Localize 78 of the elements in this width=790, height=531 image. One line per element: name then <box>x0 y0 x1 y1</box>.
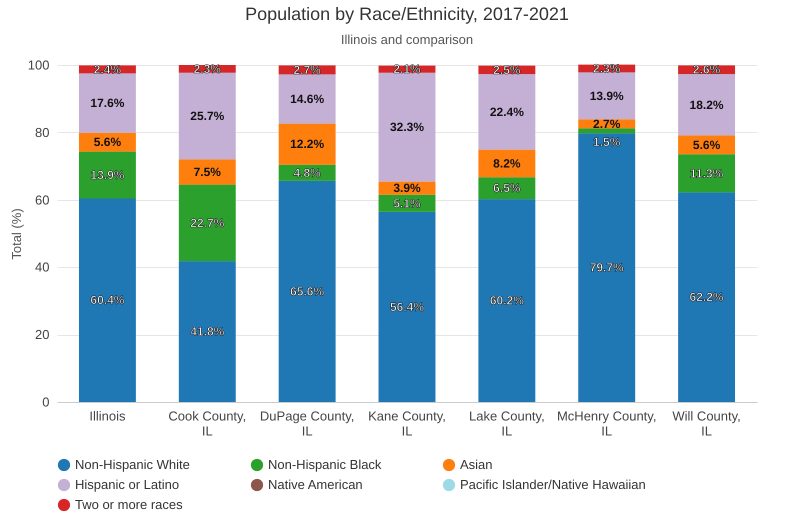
bar <box>278 74 336 124</box>
bar <box>678 154 736 192</box>
x-tick-label: Illinois <box>89 408 126 424</box>
data-label: 2.1% <box>393 62 421 76</box>
x-tick-label: McHenry County, IL <box>556 408 656 438</box>
legend-label: Non-Hispanic Black <box>268 457 382 472</box>
data-label: 6.5% <box>493 181 521 196</box>
data-label: 17.6% <box>90 96 125 110</box>
data-label: 62.2% <box>690 290 724 304</box>
x-tick-label: Will County, IL <box>672 408 741 438</box>
x-tick-label: Lake County, IL <box>469 408 545 438</box>
data-label: 2.3% <box>593 62 621 76</box>
bar <box>478 150 536 178</box>
data-label: 22.4% <box>490 104 524 119</box>
y-tick-label: 20 <box>35 327 50 342</box>
data-label: 1.5% <box>593 134 621 149</box>
bar <box>378 212 436 402</box>
data-label: 13.9% <box>90 168 125 182</box>
bar <box>578 133 636 402</box>
data-label: 5.6% <box>692 138 721 152</box>
legend-label: Non-Hispanic White <box>75 457 190 472</box>
data-label: 2.7% <box>593 116 621 131</box>
bar <box>178 72 236 160</box>
y-tick-label: 60 <box>35 192 50 208</box>
data-label: 2.6% <box>692 62 721 77</box>
legend-label: Pacific Islander/Native Hawaiian <box>460 477 646 492</box>
bar <box>278 124 336 165</box>
bar <box>78 198 136 402</box>
y-tick-label: 0 <box>42 394 50 410</box>
x-tick-label: Cook County, IL <box>168 408 246 438</box>
y-tick-label: 80 <box>35 124 50 140</box>
legend-label: Native American <box>268 477 363 492</box>
y-tick-label: 40 <box>35 260 50 275</box>
bar <box>178 261 236 402</box>
y-tick-label: 100 <box>28 58 50 72</box>
data-label: 11.3% <box>690 166 724 180</box>
data-label: 2.4% <box>94 62 122 76</box>
y-axis-title: Total (%) <box>8 208 24 260</box>
data-label: 2.5% <box>493 62 521 77</box>
bar <box>678 74 736 136</box>
data-label: 65.6% <box>290 284 324 298</box>
data-label: 32.3% <box>390 120 424 134</box>
chart-title: Population by Race/Ethnicity, 2017-2021 <box>245 4 569 24</box>
bar <box>178 184 236 262</box>
data-label: 2.7% <box>293 62 322 77</box>
data-label: 2.3% <box>194 62 222 76</box>
data-label: 3.9% <box>393 181 421 196</box>
data-label: 14.6% <box>290 92 324 106</box>
data-label: 25.7% <box>190 109 225 124</box>
legend-label: Hispanic or Latino <box>75 477 180 492</box>
bar <box>478 199 536 402</box>
bar <box>78 152 136 198</box>
bar <box>578 128 636 134</box>
bar <box>278 180 336 402</box>
data-label: 5.1% <box>393 196 421 210</box>
x-tick-label: DuPage County, IL <box>260 408 354 438</box>
data-label: 12.2% <box>290 137 324 152</box>
bar <box>678 192 736 402</box>
data-label: 79.7% <box>590 260 624 275</box>
x-tick-label: Kane County, IL <box>368 408 446 438</box>
legend-label: Two or more races <box>75 497 184 512</box>
data-label: 56.4% <box>390 300 424 314</box>
bar <box>78 73 136 133</box>
legend-label: Asian <box>460 457 493 472</box>
data-label: 60.4% <box>90 293 125 308</box>
data-label: 5.6% <box>94 135 122 150</box>
data-label: 13.9% <box>590 88 624 103</box>
data-label: 18.2% <box>690 98 724 112</box>
data-label: 8.2% <box>493 156 521 170</box>
bar <box>478 74 536 150</box>
data-label: 41.8% <box>190 324 225 339</box>
data-label: 4.8% <box>293 166 322 180</box>
data-label: 60.2% <box>490 294 524 308</box>
bar <box>578 72 636 120</box>
bar <box>378 72 436 182</box>
data-label: 22.7% <box>190 216 225 230</box>
data-label: 7.5% <box>194 164 222 179</box>
chart-subtitle: Illinois and comparison <box>340 32 474 47</box>
